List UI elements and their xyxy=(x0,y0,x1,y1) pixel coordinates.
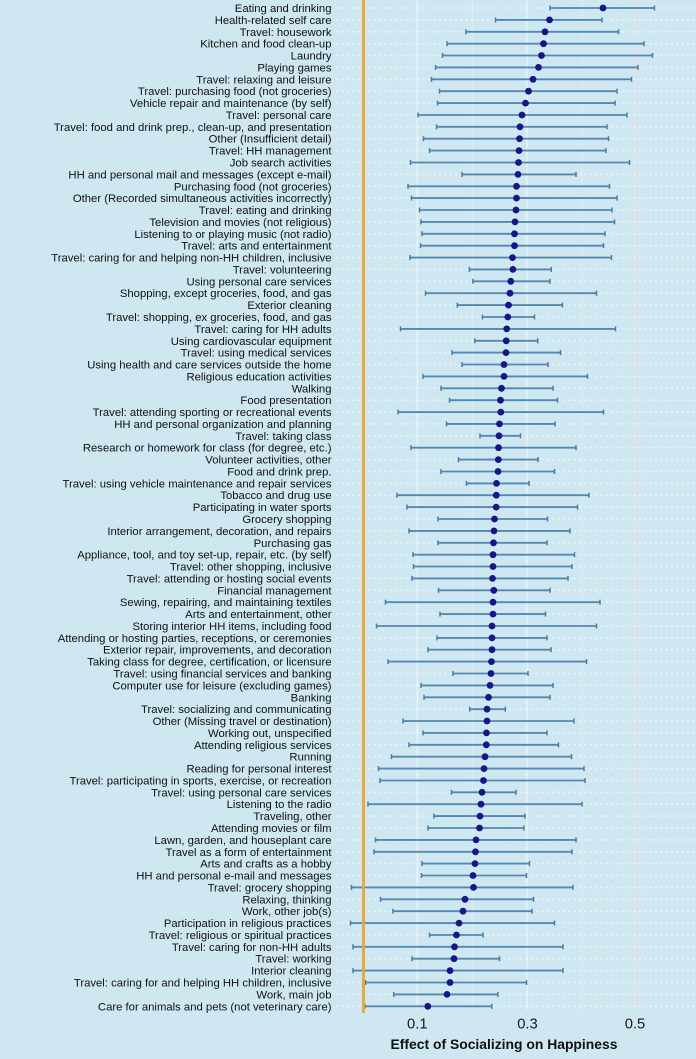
svg-text:Attending religious services: Attending religious services xyxy=(194,740,332,752)
svg-text:Travel: caring for and helping: Travel: caring for and helping HH childr… xyxy=(74,978,332,990)
svg-text:HH and personal organization a: HH and personal organization and plannin… xyxy=(114,419,331,431)
svg-text:Travel: eating and drinking: Travel: eating and drinking xyxy=(199,205,332,217)
svg-text:Travel: caring for and helping: Travel: caring for and helping non-HH ch… xyxy=(51,253,331,265)
svg-text:Storing interior HH items, inc: Storing interior HH items, including foo… xyxy=(132,621,331,633)
svg-text:Travel: caring for non-HH adul: Travel: caring for non-HH adults xyxy=(172,942,332,954)
svg-text:Travel: socializing and commun: Travel: socializing and communicating xyxy=(141,704,331,716)
svg-text:Relaxing, thinking: Relaxing, thinking xyxy=(242,894,331,906)
svg-text:Banking: Banking xyxy=(291,692,332,704)
svg-text:Travel: using financial servic: Travel: using financial services and ban… xyxy=(113,669,331,681)
svg-text:Appliance, tool, and toy set-u: Appliance, tool, and toy set-up, repair,… xyxy=(77,550,332,562)
svg-text:Interior arrangement, decorati: Interior arrangement, decoration, and re… xyxy=(107,526,332,538)
svg-text:Travel: working: Travel: working xyxy=(255,954,331,966)
svg-text:Religious education activities: Religious education activities xyxy=(186,371,331,383)
svg-text:Listening to the radio: Listening to the radio xyxy=(227,799,332,811)
svg-text:Travel: arts and entertainment: Travel: arts and entertainment xyxy=(181,241,332,253)
svg-text:Travel: purchasing food (not g: Travel: purchasing food (not groceries) xyxy=(138,86,332,98)
svg-text:Other (Missing travel or desti: Other (Missing travel or destination) xyxy=(153,716,332,728)
svg-text:Travel: shopping, ex groceries: Travel: shopping, ex groceries, food, an… xyxy=(106,312,332,324)
svg-text:Participation in religious pra: Participation in religious practices xyxy=(164,918,332,930)
svg-text:Kitchen and food clean-up: Kitchen and food clean-up xyxy=(200,39,331,51)
svg-text:Grocery shopping: Grocery shopping xyxy=(242,514,331,526)
svg-text:Travel: caring for HH adults: Travel: caring for HH adults xyxy=(194,324,331,336)
svg-text:Listening to or playing music: Listening to or playing music (not radio… xyxy=(134,229,331,241)
svg-text:Travel: housework: Travel: housework xyxy=(240,27,332,39)
svg-text:Volunteer activities, other: Volunteer activities, other xyxy=(205,455,331,467)
svg-text:Working out, unspecified: Working out, unspecified xyxy=(208,728,332,740)
svg-text:Research or homework for class: Research or homework for class (for degr… xyxy=(83,443,332,455)
svg-text:Laundry: Laundry xyxy=(291,51,332,63)
svg-text:Participating in water sports: Participating in water sports xyxy=(193,502,332,514)
svg-text:Travel: grocery shopping: Travel: grocery shopping xyxy=(208,882,332,894)
svg-text:Sewing, repairing, and maintai: Sewing, repairing, and maintaining texti… xyxy=(120,597,332,609)
svg-text:Financial management: Financial management xyxy=(217,585,332,597)
svg-text:Exterior repair, improvements,: Exterior repair, improvements, and decor… xyxy=(103,645,332,657)
svg-text:Taking class for degree, certi: Taking class for degree, certification, … xyxy=(87,657,331,669)
svg-text:Purchasing food (not groceries: Purchasing food (not groceries) xyxy=(174,181,332,193)
svg-text:Vehicle repair and maintenance: Vehicle repair and maintenance (by self) xyxy=(130,98,332,110)
svg-text:Work, other job(s): Work, other job(s) xyxy=(242,906,332,918)
svg-text:Other (Insufficient detail): Other (Insufficient detail) xyxy=(209,134,332,146)
svg-text:Using cardiovascular equipment: Using cardiovascular equipment xyxy=(171,336,333,348)
svg-text:Travel as a form of entertainm: Travel as a form of entertainment xyxy=(166,847,333,859)
svg-text:HH and personal mail and messa: HH and personal mail and messages (excep… xyxy=(68,169,331,181)
svg-text:Arts and crafts as a hobby: Arts and crafts as a hobby xyxy=(200,859,332,871)
svg-text:Work, main job: Work, main job xyxy=(256,989,331,1001)
svg-text:Travel: relaxing and leisure: Travel: relaxing and leisure xyxy=(196,74,331,86)
svg-text:Walking: Walking xyxy=(292,383,332,395)
svg-text:Using health and care services: Using health and care services outside t… xyxy=(87,360,331,372)
svg-text:Health-related self care: Health-related self care xyxy=(215,15,332,27)
svg-text:Food presentation: Food presentation xyxy=(240,395,331,407)
svg-text:Exterior cleaning: Exterior cleaning xyxy=(247,300,331,312)
svg-text:Other (Recorded simultaneous a: Other (Recorded simultaneous activities … xyxy=(73,193,332,205)
svg-text:Purchasing gas: Purchasing gas xyxy=(254,538,332,550)
svg-text:Travel: using vehicle maintena: Travel: using vehicle maintenance and re… xyxy=(63,478,332,490)
svg-text:Travel: attending sporting or: Travel: attending sporting or recreation… xyxy=(93,407,332,419)
svg-text:Attending movies or film: Attending movies or film xyxy=(211,823,332,835)
svg-text:Interior cleaning: Interior cleaning xyxy=(251,966,331,978)
svg-text:Tobacco and drug use: Tobacco and drug use xyxy=(220,490,331,502)
svg-text:Lawn, garden, and houseplant c: Lawn, garden, and houseplant care xyxy=(154,835,331,847)
svg-text:Travel: volunteering: Travel: volunteering xyxy=(233,264,332,276)
svg-text:Travel: attending or hosting s: Travel: attending or hosting social even… xyxy=(127,573,332,585)
svg-text:Traveling, other: Traveling, other xyxy=(253,811,331,823)
svg-text:Travel: HH management: Travel: HH management xyxy=(209,146,332,158)
svg-text:0.5: 0.5 xyxy=(625,1017,646,1033)
svg-text:Travel: using personal care se: Travel: using personal care services xyxy=(151,787,332,799)
svg-text:0.3: 0.3 xyxy=(517,1017,538,1033)
svg-text:Travel: food and drink prep.,: Travel: food and drink prep., clean-up, … xyxy=(54,122,332,134)
svg-text:Shopping, except groceries, fo: Shopping, except groceries, food, and ga… xyxy=(120,288,332,300)
svg-text:Travel: using medical services: Travel: using medical services xyxy=(181,348,332,360)
svg-text:Using personal care services: Using personal care services xyxy=(186,276,331,288)
svg-text:Job search activities: Job search activities xyxy=(230,158,332,170)
svg-text:Attending or hosting parties,: Attending or hosting parties, receptions… xyxy=(58,633,332,645)
svg-text:Travel: taking class: Travel: taking class xyxy=(235,431,332,443)
svg-text:Food and drink prep.: Food and drink prep. xyxy=(227,467,331,479)
svg-text:Running: Running xyxy=(289,752,331,764)
svg-text:Television and movies (not rel: Television and movies (not religious) xyxy=(149,217,331,229)
svg-text:Computer use for leisure (excl: Computer use for leisure (excluding game… xyxy=(112,680,331,692)
svg-text:Eating and drinking: Eating and drinking xyxy=(235,3,332,15)
svg-text:Care for animals and pets (not: Care for animals and pets (not veterinar… xyxy=(98,1001,332,1013)
svg-text:Arts and entertainment, other: Arts and entertainment, other xyxy=(185,609,332,621)
svg-text:Travel: religious or spiritual: Travel: religious or spiritual practices xyxy=(149,930,332,942)
svg-text:Playing games: Playing games xyxy=(257,62,331,74)
svg-text:0.1: 0.1 xyxy=(407,1017,428,1033)
svg-text:Effect of Socializing on Happi: Effect of Socializing on Happiness xyxy=(391,1036,618,1052)
svg-text:Travel: participating in sport: Travel: participating in sports, exercis… xyxy=(69,776,331,788)
svg-text:Reading for personal interest: Reading for personal interest xyxy=(186,764,332,776)
svg-text:Travel: personal care: Travel: personal care xyxy=(226,110,332,122)
svg-text:HH and personal e-mail and mes: HH and personal e-mail and messages xyxy=(136,871,332,883)
svg-text:Travel: other shopping, inclus: Travel: other shopping, inclusive xyxy=(170,562,332,574)
